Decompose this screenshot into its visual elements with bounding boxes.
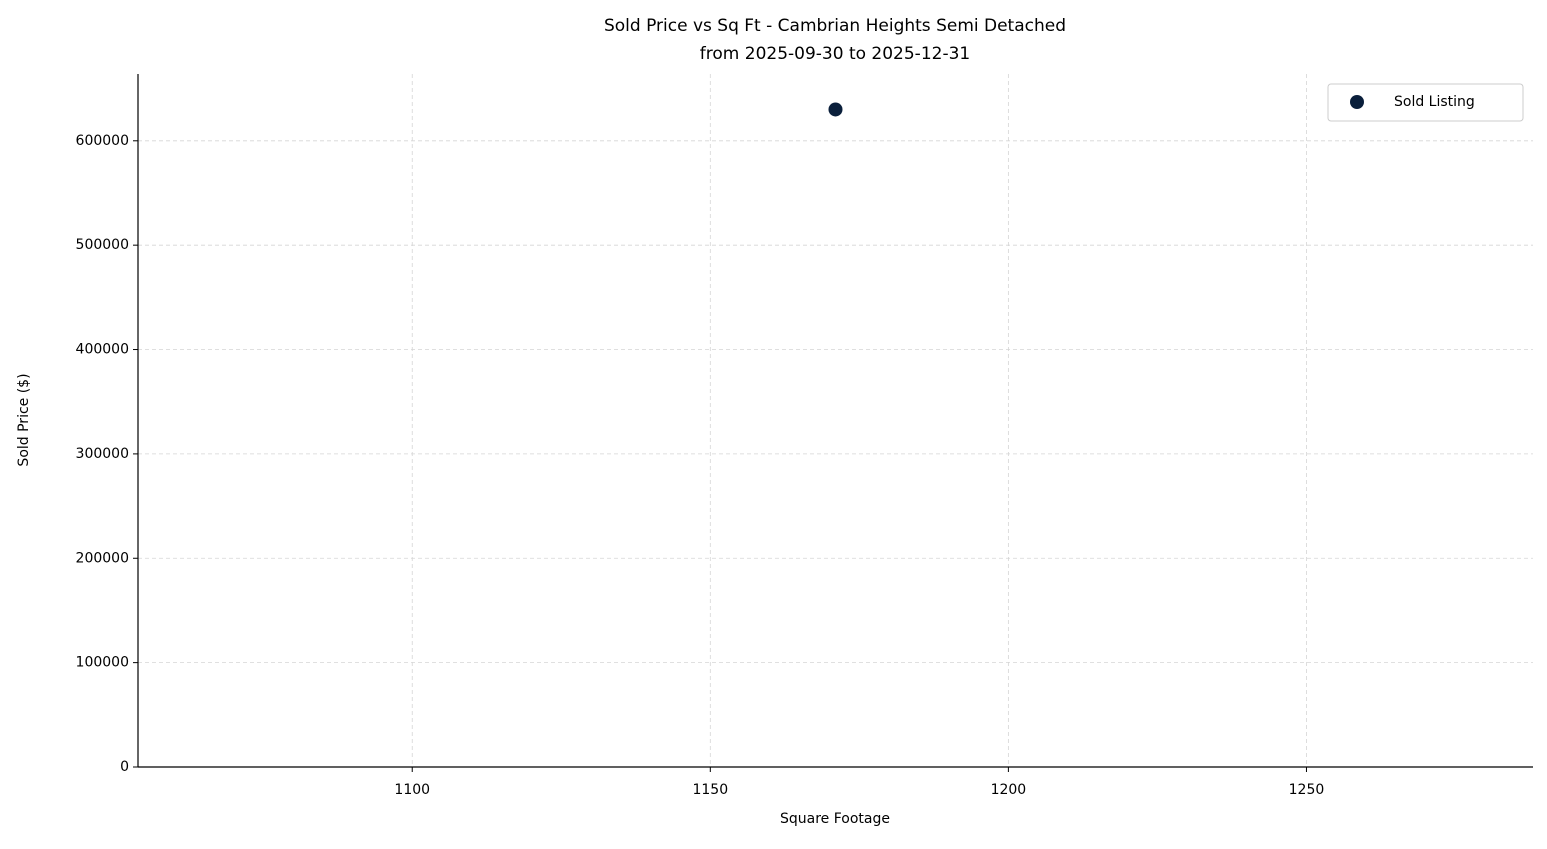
data-point [828,102,843,117]
y-tick-label: 100000 [76,655,129,671]
legend-box [1327,83,1524,122]
y-axis-label: Sold Price ($) [16,373,32,466]
chart-subtitle: from 2025-09-30 to 2025-12-31 [700,44,970,64]
y-tick-label: 600000 [76,133,129,149]
y-tick-label: 200000 [76,550,129,566]
legend-marker [1350,95,1364,109]
y-tick-label: 0 [120,759,129,775]
x-tick-label: 1250 [1289,782,1325,798]
x-tick-label: 1100 [394,782,430,798]
x-tick-label: 1200 [991,782,1027,798]
x-tick-label: 1150 [692,782,728,798]
y-tick-label: 300000 [76,446,129,462]
chart-title: Sold Price vs Sq Ft - Cambrian Heights S… [604,16,1066,36]
x-axis-label: Square Footage [780,811,890,827]
legend-label: Sold Listing [1394,94,1475,110]
y-tick-label: 400000 [76,342,129,358]
y-tick-label: 500000 [76,237,129,253]
